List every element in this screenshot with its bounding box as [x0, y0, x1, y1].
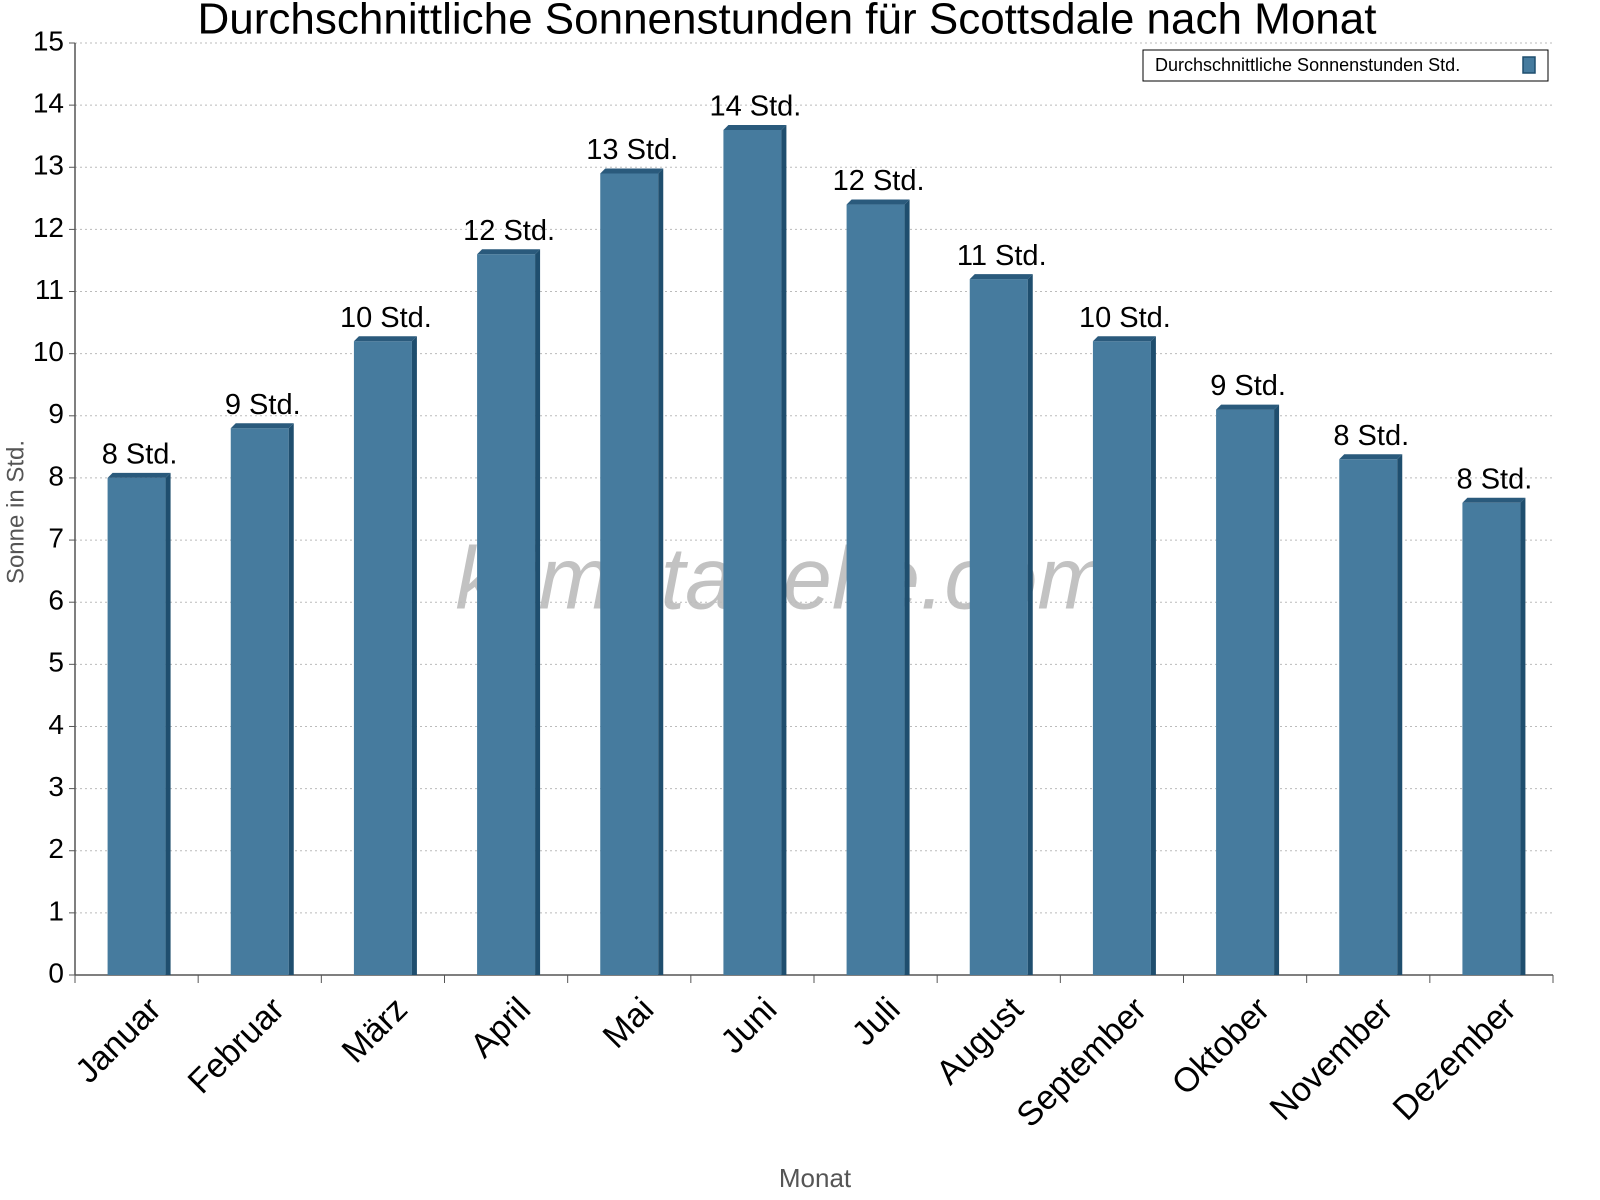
y-tick-label: 13 — [33, 150, 64, 181]
y-tick-label: 1 — [48, 895, 64, 926]
bar-top — [1339, 454, 1403, 460]
bar — [107, 477, 166, 975]
bar — [600, 173, 659, 976]
bar-side — [658, 168, 664, 976]
bar-side — [1274, 404, 1280, 975]
bar-top — [1216, 404, 1280, 410]
data-label: 14 Std. — [709, 91, 801, 123]
data-label: 8 Std. — [1457, 463, 1533, 495]
y-tick-label: 10 — [33, 336, 64, 367]
legend-box — [1142, 49, 1549, 82]
bar-side — [1520, 497, 1526, 975]
y-tick-label: 7 — [48, 522, 64, 553]
bar — [230, 428, 289, 975]
y-tick-label: 11 — [35, 274, 64, 305]
data-label: 9 Std. — [1210, 370, 1286, 402]
bar-top — [1462, 497, 1526, 503]
bar-side — [535, 249, 541, 976]
bar — [477, 254, 536, 976]
bar — [1092, 341, 1151, 975]
data-label: 8 Std. — [102, 439, 178, 471]
bar-side — [165, 472, 171, 975]
y-axis-label: Sonne in Std. — [2, 440, 29, 584]
data-label: 9 Std. — [225, 389, 301, 421]
bar — [1216, 409, 1275, 975]
bar-top — [1092, 336, 1156, 342]
legend-label: Durchschnittliche Sonnenstunden Std. — [1155, 55, 1460, 75]
data-label: 10 Std. — [1079, 302, 1171, 334]
bar-top — [353, 336, 417, 342]
data-label: 10 Std. — [340, 302, 432, 334]
y-tick-label: 3 — [48, 771, 64, 802]
bar-side — [1150, 336, 1156, 975]
x-axis-label: Monat — [779, 1163, 852, 1193]
data-label: 8 Std. — [1333, 420, 1409, 452]
bar-side — [904, 199, 910, 976]
chart-title: Durchschnittliche Sonnenstunden für Scot… — [198, 0, 1377, 44]
y-tick-label: 2 — [48, 833, 64, 864]
data-label: 12 Std. — [833, 165, 925, 197]
bar-side — [1027, 274, 1033, 975]
bar-top — [230, 423, 294, 429]
bar — [846, 204, 905, 976]
bar — [353, 341, 412, 975]
data-label: 13 Std. — [586, 134, 678, 166]
bar-side — [288, 423, 294, 975]
bar-top — [107, 472, 171, 478]
bar — [969, 279, 1028, 975]
y-tick-label: 4 — [48, 709, 64, 740]
y-tick-label: 15 — [33, 25, 64, 56]
y-tick-label: 0 — [48, 957, 64, 988]
bar — [1462, 502, 1521, 975]
y-tick-label: 8 — [48, 460, 64, 491]
legend-swatch — [1522, 56, 1536, 74]
bar-side — [411, 336, 417, 975]
y-tick-label: 5 — [48, 647, 64, 678]
y-tick-label: 14 — [33, 88, 64, 119]
bar-side — [781, 124, 787, 975]
y-tick-label: 12 — [33, 212, 64, 243]
bar — [1339, 459, 1398, 975]
bar-top — [600, 168, 664, 174]
bar-top — [846, 199, 910, 205]
bar-side — [1397, 454, 1403, 975]
bar — [723, 129, 782, 975]
bar-top — [969, 274, 1033, 280]
bar-top — [477, 249, 541, 255]
data-label: 12 Std. — [463, 215, 555, 247]
bar-top — [723, 124, 787, 130]
y-tick-label: 6 — [48, 585, 64, 616]
data-label: 11 Std. — [957, 240, 1047, 272]
y-tick-label: 9 — [48, 398, 64, 429]
